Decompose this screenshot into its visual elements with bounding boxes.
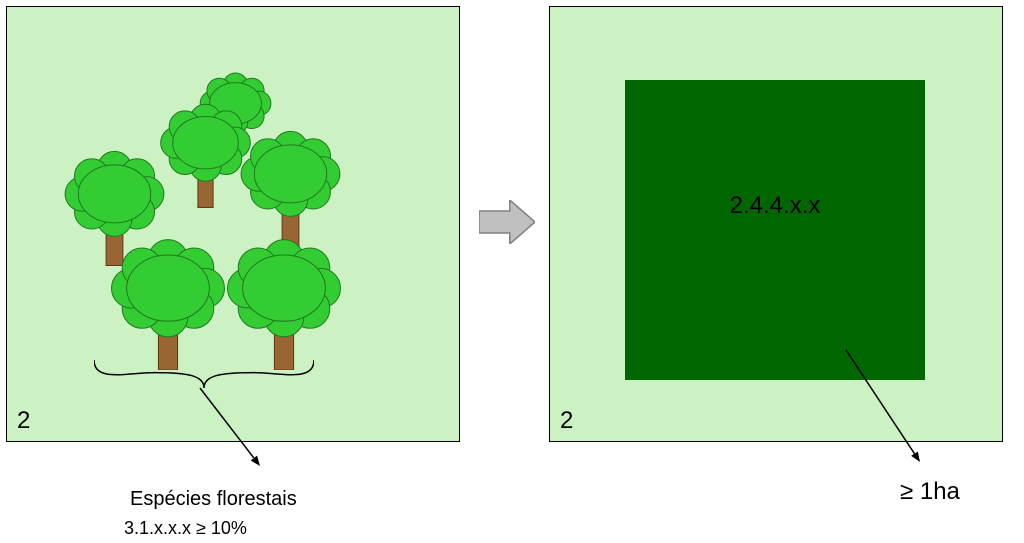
left-panel-label: 2 (17, 407, 30, 435)
right-panel-label: 2 (560, 407, 573, 435)
curly-brace (94, 360, 314, 393)
forestry-class-line: 3.1.x.x.x ≥ 10% (124, 518, 247, 539)
transition-arrow-icon (479, 200, 535, 249)
inner-forest-rect: 2.4.4.x.x (625, 80, 925, 380)
diagram-stage: 2 Espécies florestais 3.1.x.x.x ≥ 10% 2 … (0, 0, 1024, 543)
tree-icon (108, 238, 228, 370)
area-threshold-label: ≥ 1ha (900, 478, 960, 506)
area-arrow-icon (0, 0, 1, 1)
tree-icon (238, 130, 343, 246)
tree-icon (224, 238, 344, 370)
forestry-species-label: Espécies florestais (130, 488, 297, 511)
inner-rect-code: 2.4.4.x.x (730, 192, 821, 220)
